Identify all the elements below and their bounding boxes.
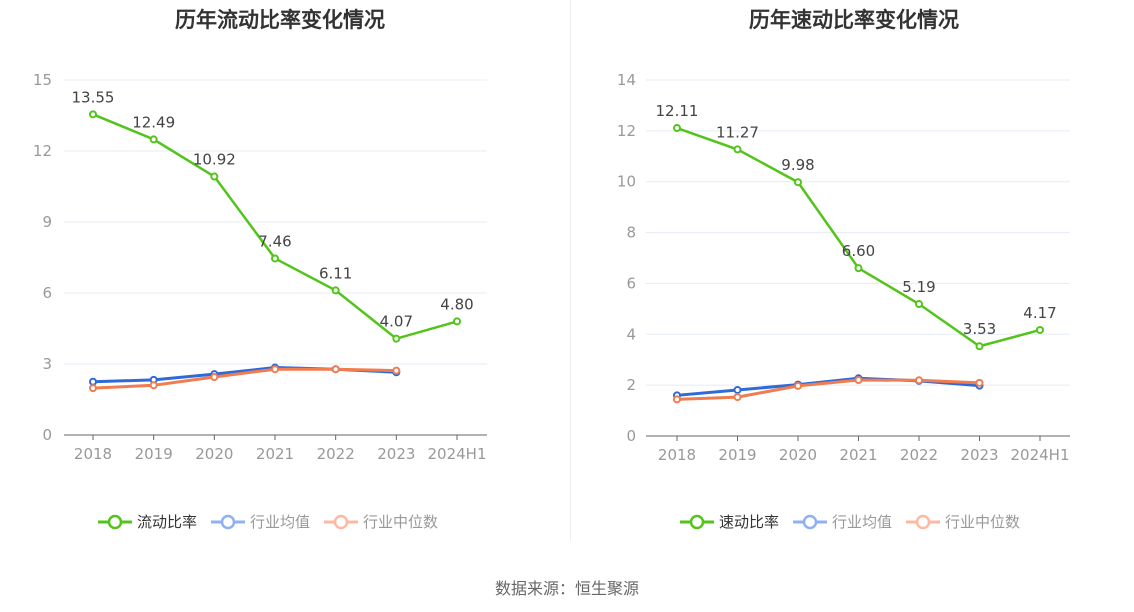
x-tick-label: 2020 xyxy=(195,445,233,463)
data-point xyxy=(331,286,340,295)
data-point xyxy=(392,366,401,375)
y-tick-label: 6 xyxy=(626,274,636,292)
data-label: 13.55 xyxy=(72,88,115,106)
data-point xyxy=(271,254,279,263)
data-point xyxy=(89,384,97,393)
y-tick-label: 9 xyxy=(42,213,52,231)
data-point xyxy=(975,378,984,387)
data-label: 3.53 xyxy=(963,320,996,338)
data-label: 6.11 xyxy=(319,264,352,282)
data-point xyxy=(210,373,219,382)
x-tick-label: 2018 xyxy=(74,445,112,463)
data-label: 11.27 xyxy=(716,123,759,141)
x-tick-label: 2021 xyxy=(839,446,877,464)
data-point xyxy=(331,365,340,374)
data-point xyxy=(915,300,923,309)
series-line-company xyxy=(92,113,458,341)
legend-item[interactable]: 流动比率 xyxy=(98,511,197,532)
data-point xyxy=(149,135,158,144)
x-tick-label: 2019 xyxy=(135,445,173,463)
chart-1-title: 历年流动比率变化情况 xyxy=(175,8,385,32)
legend-label: 行业中位数 xyxy=(363,513,439,531)
legend-item[interactable]: 行业均值 xyxy=(793,511,892,532)
data-label: 4.07 xyxy=(380,313,413,331)
data-point xyxy=(854,264,863,273)
y-tick-label: 12 xyxy=(33,142,52,160)
legend-label: 行业均值 xyxy=(250,513,311,531)
legend-line-circle-icon xyxy=(680,514,714,529)
series-line-company xyxy=(676,126,1041,348)
legend-label: 行业中位数 xyxy=(945,513,1021,531)
data-label: 10.92 xyxy=(193,151,236,169)
legend-item[interactable]: 行业中位数 xyxy=(906,511,1020,532)
legend-label: 速动比率 xyxy=(719,513,780,531)
y-tick-label: 15 xyxy=(33,71,52,89)
data-point xyxy=(210,172,219,181)
legend-item[interactable]: 行业均值 xyxy=(211,511,310,532)
data-point xyxy=(453,317,461,326)
x-tick-label: 2020 xyxy=(779,446,817,464)
chart-2-title: 历年速动比率变化情况 xyxy=(749,8,959,32)
x-tick-label: 2021 xyxy=(256,445,294,463)
y-tick-label: 6 xyxy=(42,284,52,302)
data-point xyxy=(733,393,742,402)
legend-line-circle-icon xyxy=(324,514,359,529)
y-tick-label: 0 xyxy=(626,427,636,445)
y-tick-label: 8 xyxy=(626,224,636,242)
legend-item[interactable]: 速动比率 xyxy=(680,511,779,532)
x-tick-label: 2024H1 xyxy=(428,445,487,463)
y-tick-label: 0 xyxy=(42,426,52,444)
x-tick-label: 2022 xyxy=(900,446,938,464)
x-tick-label: 2023 xyxy=(960,446,998,464)
data-point xyxy=(1036,325,1044,334)
legend-line-circle-icon xyxy=(793,514,828,529)
data-point xyxy=(271,365,279,374)
data-point xyxy=(89,377,97,386)
data-label: 7.46 xyxy=(258,232,291,250)
data-point xyxy=(975,342,984,351)
chart-2-legend: 速动比率 行业均值 行业中位数 xyxy=(680,511,1034,532)
data-point xyxy=(794,381,802,390)
data-label: 9.98 xyxy=(781,156,814,174)
x-tick-label: 2024H1 xyxy=(1011,446,1070,464)
data-label: 4.17 xyxy=(1023,304,1056,322)
y-tick-label: 12 xyxy=(617,122,636,140)
data-point xyxy=(89,110,97,119)
legend-line-circle-icon xyxy=(906,514,941,529)
data-label: 12.11 xyxy=(656,102,699,120)
x-tick-label: 2023 xyxy=(377,445,415,463)
x-tick-label: 2019 xyxy=(718,446,756,464)
data-point xyxy=(149,381,158,390)
data-point xyxy=(392,334,401,343)
x-tick-label: 2022 xyxy=(317,445,355,463)
y-tick-label: 2 xyxy=(626,376,636,394)
data-label: 12.49 xyxy=(132,113,175,131)
legend-label: 行业均值 xyxy=(832,513,893,531)
legend-item[interactable]: 行业中位数 xyxy=(324,511,438,532)
y-tick-label: 4 xyxy=(626,325,636,343)
data-point xyxy=(733,385,742,394)
data-point xyxy=(673,124,681,133)
y-tick-label: 10 xyxy=(617,173,636,191)
series-line-industry-median xyxy=(92,367,397,390)
legend-line-circle-icon xyxy=(98,514,132,529)
data-point xyxy=(915,376,923,385)
legend-line-circle-icon xyxy=(211,514,246,529)
data-source: 数据来源：恒生聚源 xyxy=(494,579,639,598)
series-line-industry-median xyxy=(676,378,980,401)
data-point xyxy=(794,178,802,187)
y-tick-label: 3 xyxy=(42,355,52,373)
x-tick-label: 2018 xyxy=(658,446,696,464)
data-label: 5.19 xyxy=(902,278,935,296)
data-point xyxy=(673,395,681,404)
data-point xyxy=(733,145,742,154)
data-label: 4.80 xyxy=(440,295,473,313)
y-tick-label: 14 xyxy=(617,71,636,89)
legend-label: 流动比率 xyxy=(137,513,198,531)
data-label: 6.60 xyxy=(842,242,875,260)
chart-1-legend: 流动比率 行业均值 行业中位数 xyxy=(98,511,452,532)
chart-divider xyxy=(570,0,571,541)
data-point xyxy=(854,376,863,385)
